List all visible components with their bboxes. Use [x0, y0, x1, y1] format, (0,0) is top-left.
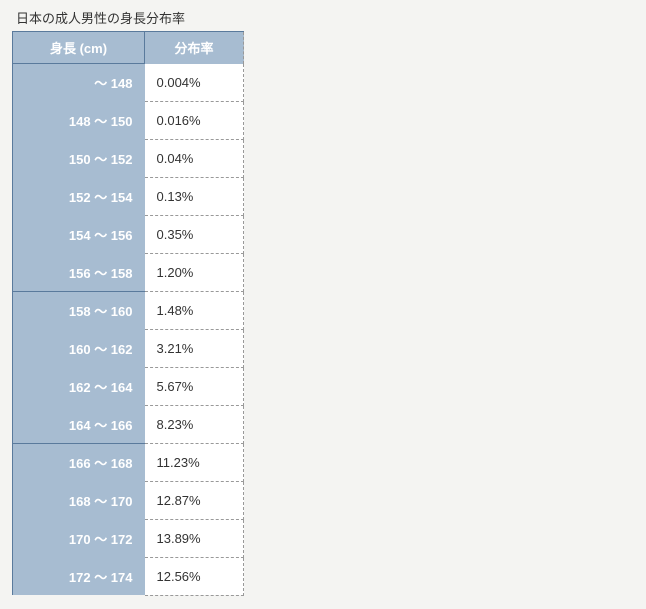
table-row: 154 ～ 1560.35%: [13, 216, 244, 254]
table-row: 168 ～ 17012.87%: [13, 482, 244, 520]
cell-height-range: 168 ～ 170: [13, 482, 145, 520]
cell-height-range: 158 ～ 160: [13, 292, 145, 330]
table-body: ～ 1480.004%148 ～ 1500.016%150 ～ 1520.04%…: [13, 64, 244, 596]
cell-height-range: 160 ～ 162: [13, 330, 145, 368]
cell-distribution: 0.35%: [145, 216, 244, 254]
table-row: 160 ～ 1623.21%: [13, 330, 244, 368]
page-title: 日本の成人男性の身長分布率: [12, 8, 634, 27]
cell-height-range: 172 ～ 174: [13, 558, 145, 596]
cell-distribution: 12.87%: [145, 482, 244, 520]
table-row: 172 ～ 17412.56%: [13, 558, 244, 596]
cell-height-range: 170 ～ 172: [13, 520, 145, 558]
table-row: 156 ～ 1581.20%: [13, 254, 244, 292]
table-row: 164 ～ 1668.23%: [13, 406, 244, 444]
cell-distribution: 1.48%: [145, 292, 244, 330]
cell-distribution: 0.13%: [145, 178, 244, 216]
cell-distribution: 0.004%: [145, 64, 244, 102]
cell-height-range: ～ 148: [13, 64, 145, 102]
table-row: ～ 1480.004%: [13, 64, 244, 102]
cell-height-range: 166 ～ 168: [13, 444, 145, 482]
cell-distribution: 8.23%: [145, 406, 244, 444]
cell-height-range: 150 ～ 152: [13, 140, 145, 178]
cell-height-range: 164 ～ 166: [13, 406, 145, 444]
height-distribution-table-wrap: 身長 (cm) 分布率 ～ 1480.004%148 ～ 1500.016%15…: [12, 31, 244, 596]
cell-height-range: 152 ～ 154: [13, 178, 145, 216]
cell-distribution: 0.016%: [145, 102, 244, 140]
table-row: 166 ～ 16811.23%: [13, 444, 244, 482]
cell-height-range: 154 ～ 156: [13, 216, 145, 254]
cell-distribution: 11.23%: [145, 444, 244, 482]
cell-height-range: 156 ～ 158: [13, 254, 145, 292]
table-row: 148 ～ 1500.016%: [13, 102, 244, 140]
cell-distribution: 5.67%: [145, 368, 244, 406]
table-row: 162 ～ 1645.67%: [13, 368, 244, 406]
cell-distribution: 13.89%: [145, 520, 244, 558]
cell-height-range: 162 ～ 164: [13, 368, 145, 406]
cell-distribution: 1.20%: [145, 254, 244, 292]
table-row: 158 ～ 1601.48%: [13, 292, 244, 330]
cell-height-range: 148 ～ 150: [13, 102, 145, 140]
cell-distribution: 0.04%: [145, 140, 244, 178]
col-header-height-range: 身長 (cm): [13, 32, 145, 64]
table-row: 170 ～ 17213.89%: [13, 520, 244, 558]
col-header-distribution: 分布率: [145, 32, 244, 64]
cell-distribution: 3.21%: [145, 330, 244, 368]
height-distribution-table: 身長 (cm) 分布率 ～ 1480.004%148 ～ 1500.016%15…: [12, 32, 244, 596]
cell-distribution: 12.56%: [145, 558, 244, 596]
table-header-row: 身長 (cm) 分布率: [13, 32, 244, 64]
table-row: 152 ～ 1540.13%: [13, 178, 244, 216]
table-row: 150 ～ 1520.04%: [13, 140, 244, 178]
